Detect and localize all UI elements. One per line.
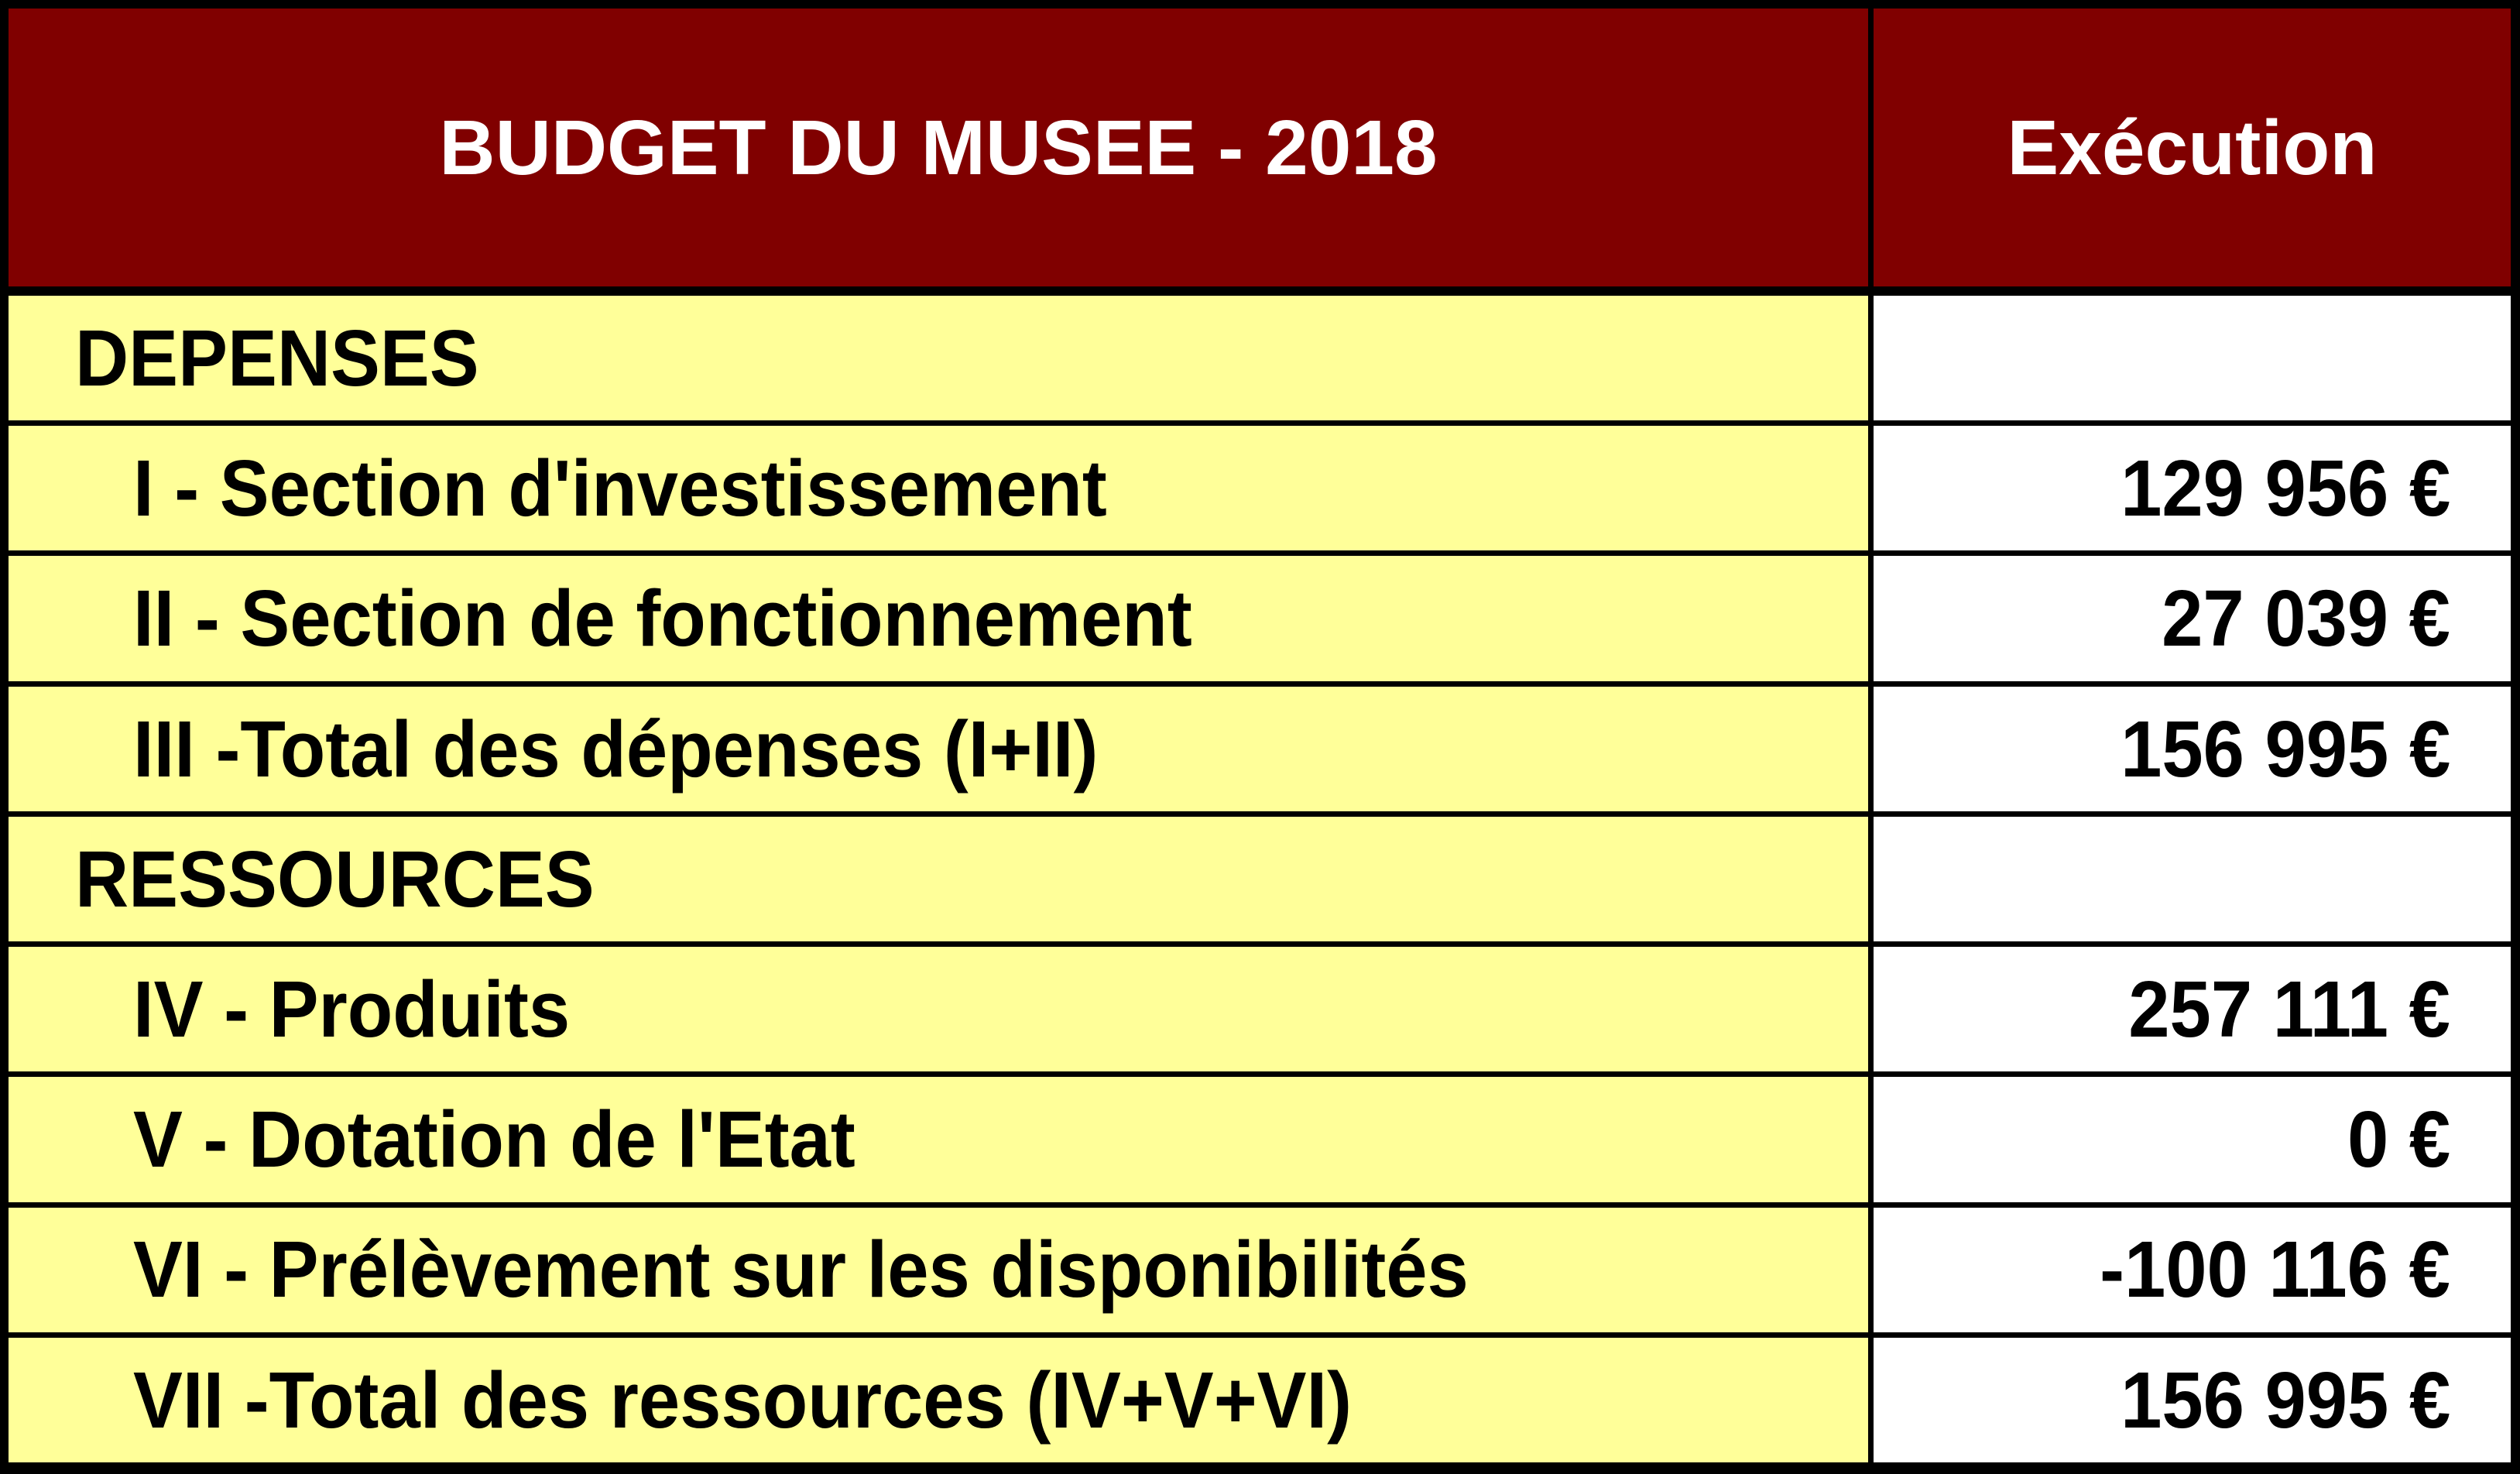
table-row-7: V - Dotation de l'Etat 0 €	[9, 1077, 2511, 1202]
execution-column-header: Exécution	[2007, 104, 2378, 191]
row-value: 156 995 €	[2120, 1355, 2450, 1445]
row-value-cell: 257 111 €	[1874, 947, 2511, 1072]
row-value-cell: 27 039 €	[1874, 556, 2511, 681]
row-value-cell: 129 956 €	[1874, 426, 2511, 551]
row-label: V - Dotation de l'Etat	[133, 1095, 855, 1184]
table-row-4: III -Total des dépenses (I+II) 156 995 €	[9, 686, 2511, 811]
row-value-cell: -100 116 €	[1874, 1207, 2511, 1332]
row-value-cell	[1874, 296, 2511, 421]
table-row-3: II - Section de fonctionnement 27 039 €	[9, 556, 2511, 681]
header-execution-cell: Exécution	[1874, 9, 2511, 286]
row-label: VI - Prélèvement sur les disponibilités	[133, 1225, 1469, 1315]
row-value: 27 039 €	[2162, 574, 2450, 663]
row-label-cell: IV - Produits	[9, 947, 1868, 1072]
row-value-cell	[1874, 816, 2511, 942]
table-title: BUDGET DU MUSEE - 2018	[439, 104, 1438, 191]
table-row-5: RESSOURCES	[9, 816, 2511, 942]
row-value-cell: 156 995 €	[1874, 686, 2511, 811]
row-label: IV - Produits	[133, 965, 571, 1054]
row-label-cell: III -Total des dépenses (I+II)	[9, 686, 1868, 811]
row-label: II - Section de fonctionnement	[133, 574, 1192, 663]
row-label: I - Section d'investissement	[133, 444, 1107, 533]
table-row-2: I - Section d'investissement 129 956 €	[9, 426, 2511, 551]
row-value: 257 111 €	[2128, 965, 2450, 1054]
row-value-cell: 156 995 €	[1874, 1337, 2511, 1462]
row-label-cell: DEPENSES	[9, 296, 1868, 421]
header-title-cell: BUDGET DU MUSEE - 2018	[9, 9, 1868, 286]
row-label: DEPENSES	[75, 313, 479, 403]
table-row-8: VI - Prélèvement sur les disponibilités …	[9, 1207, 2511, 1332]
row-label-cell: VI - Prélèvement sur les disponibilités	[9, 1207, 1868, 1332]
row-label-cell: V - Dotation de l'Etat	[9, 1077, 1868, 1202]
row-label-cell: II - Section de fonctionnement	[9, 556, 1868, 681]
row-value: 156 995 €	[2120, 704, 2450, 794]
row-label: VII -Total des ressources (IV+V+VI)	[133, 1355, 1353, 1445]
row-label-cell: I - Section d'investissement	[9, 426, 1868, 551]
row-label: RESSOURCES	[75, 834, 595, 924]
row-value: -100 116 €	[2100, 1225, 2450, 1315]
row-label-cell: RESSOURCES	[9, 816, 1868, 942]
row-label-cell: VII -Total des ressources (IV+V+VI)	[9, 1337, 1868, 1462]
table-header-row: BUDGET DU MUSEE - 2018 Exécution	[9, 9, 2511, 286]
table-row-1: DEPENSES	[9, 296, 2511, 421]
table-row-6: IV - Produits 257 111 €	[9, 947, 2511, 1072]
row-label: III -Total des dépenses (I+II)	[133, 704, 1099, 794]
row-value: 129 956 €	[2120, 444, 2450, 533]
row-value-cell: 0 €	[1874, 1077, 2511, 1202]
row-value: 0 €	[2347, 1095, 2450, 1184]
table-row-9: VII -Total des ressources (IV+V+VI) 156 …	[9, 1337, 2511, 1462]
